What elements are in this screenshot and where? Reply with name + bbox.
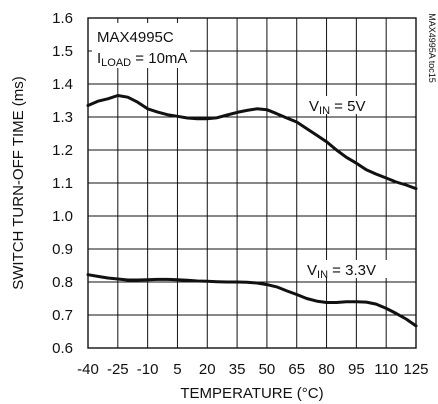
y-tick-label: 0.7 <box>52 307 73 324</box>
y-tick-label: 0.9 <box>52 241 73 258</box>
series-label-background <box>305 96 377 114</box>
tick-labels: -40 -25 -10 5 20 35 50 65 80 95 110 125 0.6 0.7 0.8 0.9… <box>52 10 428 378</box>
load-current-subscript: LOAD <box>101 57 131 69</box>
load-current-label: ILOAD = 10mA <box>97 50 187 69</box>
x-tick-label: 50 <box>259 361 276 378</box>
x-tick-label: 35 <box>229 361 246 378</box>
vin-5v-symbol: V <box>309 98 319 115</box>
x-tick-label: 80 <box>318 361 335 378</box>
series-label-5v: VIN = 5V <box>305 96 377 117</box>
vin-5v-value: = 5V <box>330 98 365 115</box>
x-tick-label: -10 <box>137 361 159 378</box>
x-tick-label: 95 <box>348 361 365 378</box>
y-tick-label: 1.1 <box>52 175 73 192</box>
vin-3v3-value: = 3.3V <box>328 262 376 279</box>
x-tick-label: 110 <box>374 361 398 378</box>
x-axis-title: TEMPERATURE (°C) <box>180 385 323 402</box>
series-label-background <box>303 260 391 278</box>
y-tick-label: 1.3 <box>52 109 73 126</box>
x-tick-label: 65 <box>288 361 305 378</box>
x-tick-label: -25 <box>107 361 129 378</box>
vin-5v-subscript: IN <box>319 105 330 117</box>
part-annotation-group: MAX4995C ILOAD = 10mA <box>92 23 190 69</box>
y-tick-label: 1.6 <box>52 10 73 27</box>
load-current-value: = 10mA <box>131 50 187 67</box>
y-tick-label: 1.0 <box>52 208 73 225</box>
x-tick-label: 125 <box>403 361 428 378</box>
grid <box>88 18 416 348</box>
y-tick-label: 0.8 <box>52 274 73 291</box>
curves <box>86 94 418 328</box>
vin-3v3-symbol: V <box>307 262 317 279</box>
series-label-5v-text: VIN = 5V <box>309 98 365 117</box>
series-label-3v3: VIN = 3.3V <box>303 260 391 281</box>
series-label-3v3-text: VIN = 3.3V <box>307 262 376 281</box>
series-line-vin-5v <box>86 94 418 191</box>
side-identifier: MAX4995A toc15 <box>427 13 437 83</box>
y-tick-label: 0.6 <box>52 340 73 357</box>
y-tick-label: 1.2 <box>52 142 73 159</box>
annotation-background <box>92 23 190 68</box>
plot-frame <box>87 17 417 349</box>
y-tick-label: 1.4 <box>52 76 73 93</box>
x-tick-label: 20 <box>199 361 216 378</box>
part-number-label: MAX4995C <box>97 29 174 46</box>
x-tick-label: -40 <box>77 361 99 378</box>
x-tick-label: 5 <box>173 361 181 378</box>
y-axis-title: SWITCH TURN-OFF TIME (ms) <box>10 76 27 290</box>
series-line-vin-3v3 <box>86 273 418 328</box>
vin-3v3-subscript: IN <box>317 269 328 281</box>
load-current-symbol: I <box>97 50 101 67</box>
y-tick-label: 1.5 <box>52 43 73 60</box>
